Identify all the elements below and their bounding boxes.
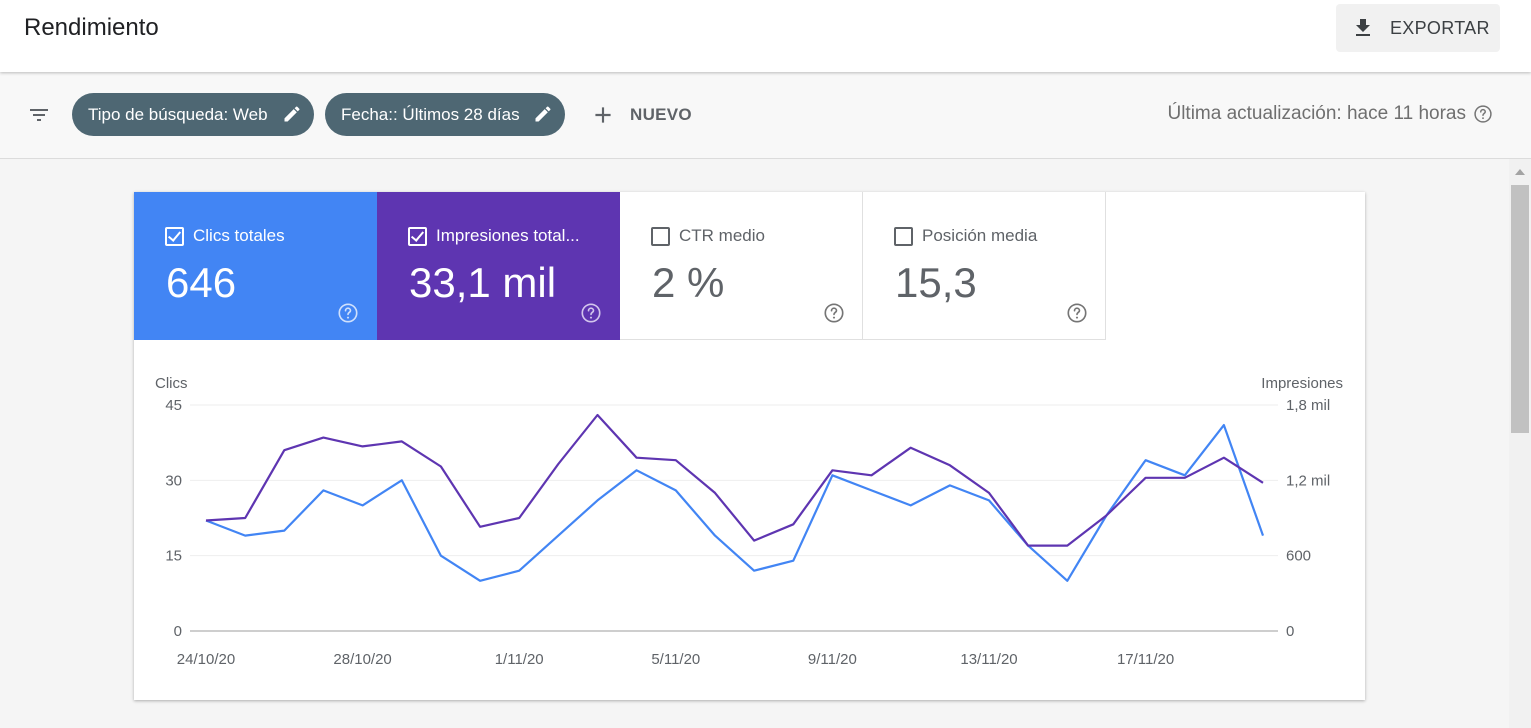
filter-chip-search-type[interactable]: Tipo de búsqueda: Web bbox=[72, 93, 314, 136]
metric-total-impressions[interactable]: Impresiones total... 33,1 mil bbox=[377, 192, 620, 340]
x-tick-label: 17/11/20 bbox=[1117, 651, 1174, 668]
x-tick-label: 24/10/20 bbox=[177, 651, 235, 668]
x-tick-label: 13/11/20 bbox=[960, 651, 1017, 668]
page-title: Rendimiento bbox=[24, 14, 159, 41]
metric-value: 646 bbox=[166, 259, 237, 306]
y-right-tick-label: 1,2 mil bbox=[1286, 472, 1330, 489]
new-filter-button[interactable]: NUEVO bbox=[590, 102, 692, 128]
chip-label: Fecha:: Últimos 28 días bbox=[341, 104, 520, 124]
scroll-thumb[interactable] bbox=[1511, 185, 1529, 433]
x-tick-label: 9/11/20 bbox=[808, 651, 857, 668]
metric-value: 33,1 mil bbox=[409, 259, 557, 306]
y-left-tick-label: 45 bbox=[165, 397, 182, 414]
page-header: Rendimiento EXPORTAR bbox=[0, 0, 1531, 72]
metric-label: Posición media bbox=[922, 226, 1038, 245]
help-icon[interactable] bbox=[1473, 104, 1493, 124]
checkbox-unchecked[interactable] bbox=[651, 226, 670, 246]
scroll-up-arrow-icon[interactable] bbox=[1515, 169, 1525, 175]
metric-label: Clics totales bbox=[193, 226, 285, 245]
checkbox-checked[interactable] bbox=[408, 226, 427, 246]
filter-chip-date[interactable]: Fecha:: Últimos 28 días bbox=[325, 93, 565, 136]
help-icon[interactable] bbox=[580, 302, 602, 324]
series-line-impressions bbox=[205, 413, 1264, 547]
checkbox-checked[interactable] bbox=[165, 226, 184, 246]
y-left-axis-title: Clics bbox=[155, 375, 188, 392]
performance-card: Clics totales 646 Impresiones total... 3… bbox=[134, 192, 1365, 700]
y-right-tick-label: 600 bbox=[1286, 548, 1311, 565]
y-right-tick-label: 1,8 mil bbox=[1286, 397, 1330, 414]
download-icon bbox=[1356, 19, 1370, 36]
chip-label: Tipo de búsqueda: Web bbox=[88, 104, 268, 124]
filter-icon[interactable] bbox=[27, 103, 51, 127]
metric-value: 15,3 bbox=[895, 259, 977, 306]
y-left-tick-label: 30 bbox=[165, 472, 182, 489]
help-icon[interactable] bbox=[823, 302, 845, 324]
export-button[interactable]: EXPORTAR bbox=[1336, 4, 1500, 52]
metric-label: Impresiones total... bbox=[436, 226, 580, 245]
metric-average-ctr[interactable]: CTR medio 2 % bbox=[620, 192, 863, 340]
new-filter-label: NUEVO bbox=[630, 105, 692, 124]
edit-icon[interactable] bbox=[282, 104, 302, 124]
y-right-axis-title: Impresiones bbox=[1261, 375, 1343, 392]
plus-icon bbox=[595, 107, 611, 123]
last-update-text: Última actualización: hace 11 horas bbox=[1167, 103, 1466, 124]
series-line-clicks bbox=[205, 423, 1265, 582]
x-tick-label: 5/11/20 bbox=[651, 651, 700, 668]
performance-chart: Clics Impresiones 0 15 30 45 0 600 1,2 mil 1,8… bbox=[155, 375, 1343, 668]
edit-icon[interactable] bbox=[533, 104, 553, 124]
help-icon[interactable] bbox=[1066, 302, 1088, 324]
metric-total-clicks[interactable]: Clics totales 646 bbox=[134, 192, 377, 340]
checkbox-unchecked[interactable] bbox=[894, 226, 913, 246]
metric-label: CTR medio bbox=[679, 226, 765, 245]
y-left-tick-label: 0 bbox=[174, 623, 182, 640]
y-right-tick-label: 0 bbox=[1286, 623, 1294, 640]
x-tick-label: 1/11/20 bbox=[495, 651, 544, 668]
metric-value: 2 % bbox=[652, 259, 725, 306]
x-tick-label: 28/10/20 bbox=[333, 651, 391, 668]
export-label: EXPORTAR bbox=[1390, 18, 1490, 38]
metric-average-position[interactable]: Posición media 15,3 bbox=[863, 192, 1106, 340]
y-left-tick-label: 15 bbox=[165, 548, 182, 565]
help-icon[interactable] bbox=[337, 302, 359, 324]
vertical-scrollbar[interactable] bbox=[1509, 159, 1531, 728]
filter-bar: Tipo de búsqueda: Web Fecha:: Últimos 28… bbox=[0, 72, 1531, 159]
